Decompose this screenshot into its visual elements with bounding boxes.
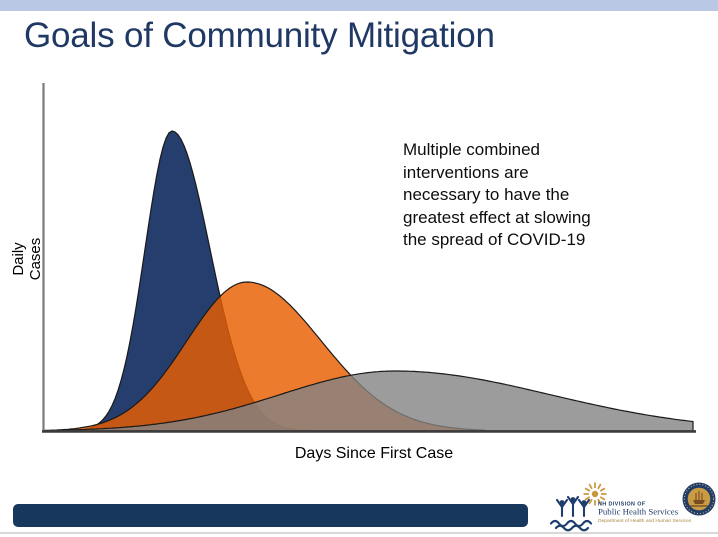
logo-org-main-text: Public Health Services (598, 507, 679, 517)
slide-title: Goals of Community Mitigation (24, 16, 495, 55)
sun-ray (599, 487, 606, 492)
sun-ray (588, 483, 593, 490)
people-icon (555, 495, 591, 518)
x-axis-label: Days Since First Case (294, 445, 454, 462)
sun-ray (584, 487, 591, 492)
sun-ray (597, 498, 602, 505)
waves-icon (549, 519, 593, 532)
epidemic-curves (44, 130, 694, 432)
nh-state-seal (682, 482, 716, 516)
annotation-text: Multiple combined interventions are nece… (403, 140, 591, 250)
logo-dept-text: Department of Health and Human Services (598, 518, 692, 524)
sun-center (591, 490, 599, 498)
footer-accent-bar (13, 504, 528, 527)
epidemic-curve-chart (42, 83, 696, 433)
y-axis-label: Daily Cases (10, 237, 44, 281)
nh-dhhs-logo: NH DIVISION OF Public Health Services De… (549, 482, 716, 532)
footer-divider-line (0, 532, 718, 534)
sun-ray (584, 496, 591, 501)
sun-icon (583, 482, 607, 506)
sun-ray (588, 498, 593, 505)
logo-org-small-text: NH DIVISION OF (598, 502, 646, 508)
curve-combined-interventions-flattened-curve (44, 370, 694, 432)
top-accent-strip (0, 0, 718, 11)
sun-ray (597, 483, 602, 490)
sun-ray (599, 496, 606, 501)
